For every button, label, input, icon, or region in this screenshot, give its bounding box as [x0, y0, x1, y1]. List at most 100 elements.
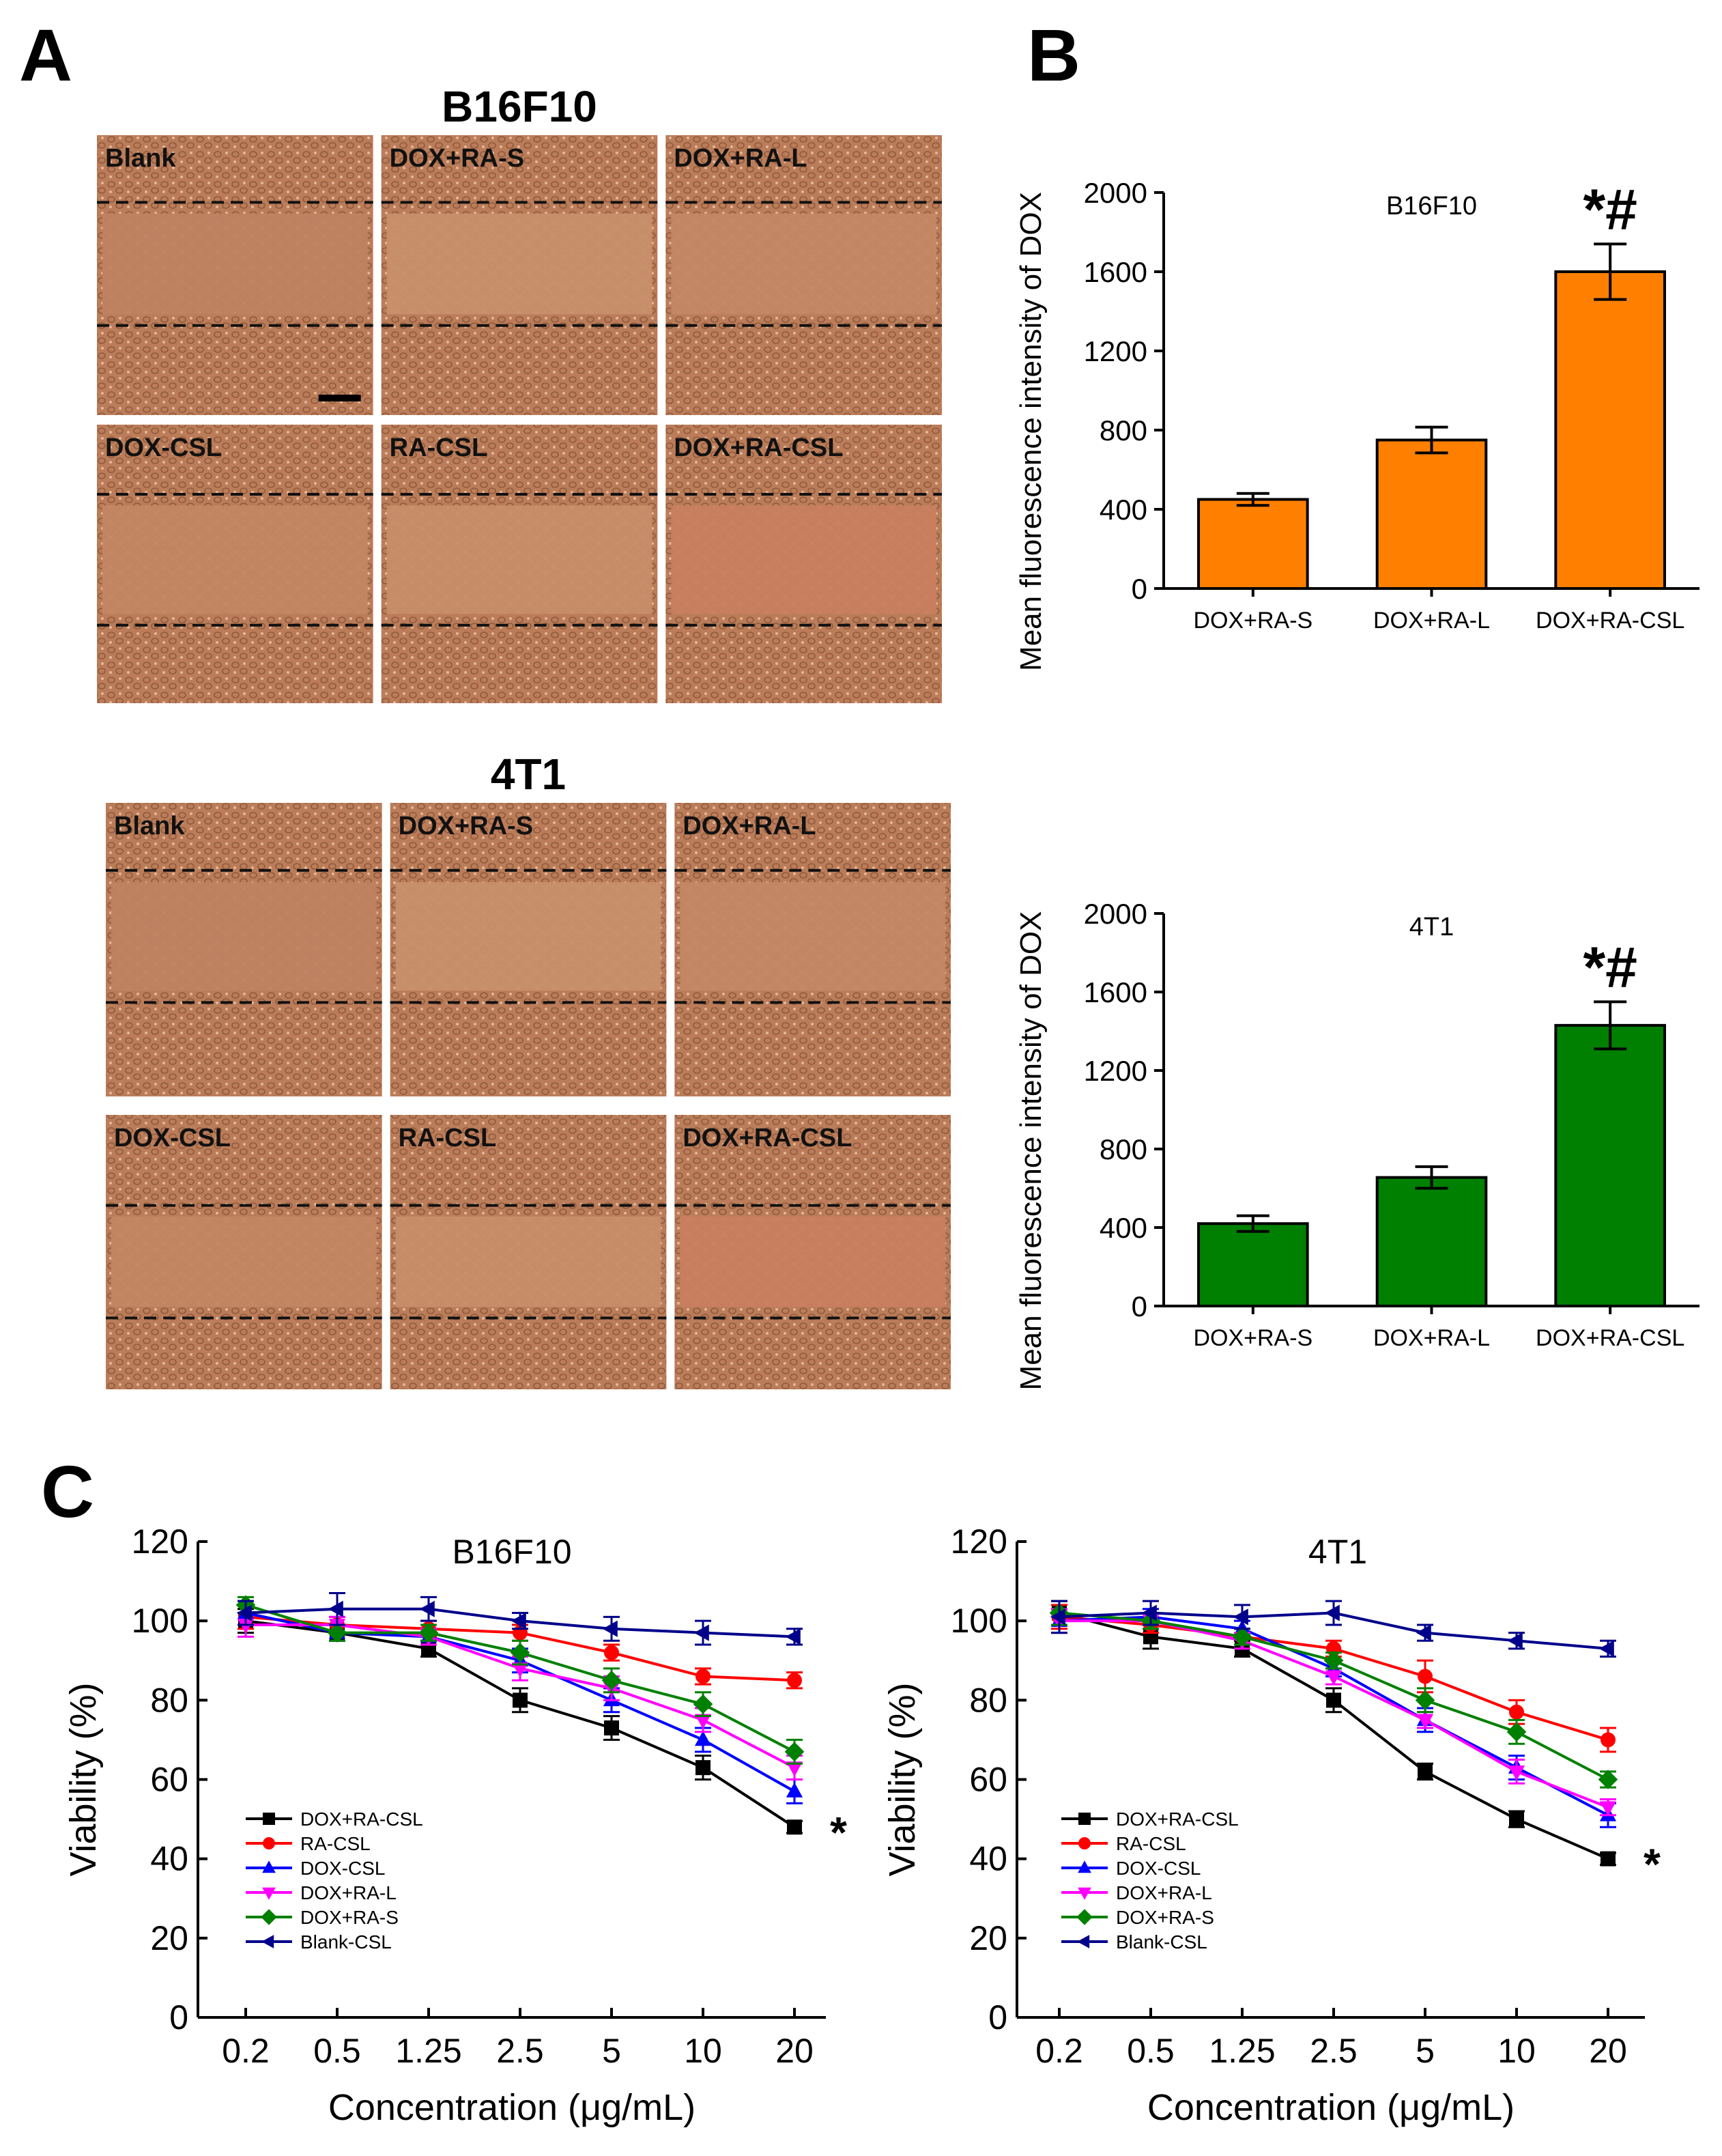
data-point [236, 1604, 252, 1621]
legend-label: DOX+RA-CSL [300, 1809, 423, 1830]
data-point [1324, 1604, 1340, 1621]
data-point [1601, 1732, 1616, 1748]
y-tick-label: 800 [1100, 414, 1147, 446]
legend-label: Blank-CSL [300, 1931, 392, 1953]
micrograph-group-title: 4T1 [491, 750, 566, 799]
y-axis-label: Mean fluorescence intensity of DOX [1014, 911, 1048, 1391]
chart-title: 4T1 [1409, 913, 1454, 941]
bar [1375, 1176, 1488, 1307]
x-tick-label: DOX+RA-CSL [1536, 608, 1684, 634]
micrograph-label: Blank [105, 144, 176, 173]
x-tick-label: 0.2 [1035, 2032, 1083, 2070]
y-tick-label: 100 [951, 1602, 1007, 1640]
micrograph-wound-gap [386, 505, 652, 614]
micrograph-label: DOX+RA-S [390, 144, 524, 173]
y-tick-label: 0 [169, 1998, 188, 2037]
y-tick-label: 120 [132, 1522, 188, 1561]
significance-marker: * [830, 1808, 847, 1857]
data-point [1508, 1765, 1525, 1781]
data-point [510, 1643, 530, 1662]
y-tick-label: 20 [969, 1919, 1007, 1957]
data-point [328, 1600, 343, 1617]
micrograph-wound-gap [680, 1216, 945, 1307]
data-point [786, 1761, 803, 1777]
data-point [511, 1662, 529, 1678]
panel-label-a: A [19, 14, 72, 96]
data-point [1416, 1624, 1431, 1641]
x-tick-label: 0.2 [222, 2032, 270, 2070]
significance-marker: *# [1583, 935, 1637, 999]
data-point [784, 1742, 805, 1762]
legend-marker [262, 1860, 276, 1873]
y-tick-label: 0 [1132, 1290, 1147, 1322]
data-point [1418, 1763, 1433, 1779]
data-point [695, 1669, 711, 1684]
micrograph-label: DOX+RA-L [674, 144, 807, 173]
data-point [787, 1819, 802, 1835]
data-point [604, 1720, 619, 1735]
y-tick-label: 0 [1132, 573, 1147, 605]
micrograph-label: DOX-CSL [105, 434, 222, 462]
panel-label-b: B [1027, 14, 1080, 96]
legend-marker [1078, 1813, 1091, 1825]
y-tick-label: 400 [1100, 494, 1147, 526]
data-point [1323, 1650, 1344, 1671]
x-tick-label: 20 [1589, 2032, 1627, 2070]
bar-chart-b16f10: 0 400 800 1200 1600 2000 DOX+RA-S DOX+RA-L DOX+R… [1014, 177, 1699, 671]
data-point [786, 1782, 803, 1798]
y-tick-label: 1600 [1084, 976, 1147, 1008]
x-tick-label: 10 [684, 2032, 722, 2070]
line-chart-b16f10: 0 20 40 60 80 100 120 0.2 0.5 1.25 2.5 5 10 20 DOX+RA-… [63, 1522, 847, 2128]
data-point [1509, 1704, 1524, 1720]
micrograph-wound-gap [111, 882, 377, 991]
legend-marker [1077, 1935, 1090, 1948]
data-point [1507, 1632, 1523, 1649]
data-point [601, 1670, 622, 1690]
scale-bar [318, 395, 361, 401]
y-axis-label: Viability (%) [882, 1682, 923, 1876]
y-tick-label: 60 [969, 1761, 1007, 1799]
micrograph-group-title: B16F10 [442, 82, 597, 131]
legend-label: DOX-CSL [300, 1858, 385, 1879]
legend-label: DOX+RA-L [1116, 1882, 1212, 1903]
y-tick-label: 100 [132, 1602, 188, 1640]
y-tick-label: 2000 [1084, 898, 1147, 930]
data-point [1415, 1690, 1435, 1710]
y-tick-label: 0 [988, 1998, 1007, 2037]
line-chart-4t1: 0 20 40 60 80 100 120 0.2 0.5 1.25 2.5 5 10 20 DOX+RA-… [882, 1522, 1661, 2128]
significance-marker: * [1644, 1840, 1661, 1889]
bar [1554, 1023, 1666, 1307]
bar [1197, 1222, 1309, 1307]
data-point [1418, 1669, 1433, 1684]
x-tick-label: 0.5 [1127, 2032, 1175, 2070]
legend-marker [1078, 1860, 1091, 1873]
legend-marker [263, 1837, 275, 1849]
data-point [1506, 1722, 1527, 1742]
data-point [602, 1620, 618, 1637]
bar [1197, 498, 1309, 590]
data-point [237, 1619, 255, 1634]
legend-marker [261, 1935, 274, 1948]
x-tick-label: 1.25 [395, 2032, 461, 2070]
legend-marker [263, 1813, 275, 1825]
x-tick-label: 2.5 [496, 2032, 544, 2070]
legend-marker [262, 1887, 276, 1900]
legend-label: DOX-CSL [1116, 1858, 1201, 1879]
y-axis-label: Mean fluorescence intensity of DOX [1014, 192, 1048, 671]
data-point [604, 1645, 619, 1660]
micrograph-label: RA-CSL [399, 1124, 497, 1152]
data-point [695, 1760, 711, 1776]
micrograph-wound-gap [102, 213, 368, 315]
data-point [1598, 1640, 1614, 1657]
micrograph-wound-gap [680, 882, 945, 991]
data-point [511, 1613, 526, 1630]
legend-label: DOX+RA-CSL [1116, 1809, 1239, 1830]
data-point [419, 1600, 435, 1617]
legend-marker [1078, 1887, 1091, 1900]
y-tick-label: 40 [969, 1840, 1007, 1878]
bar-chart-4t1: 0 400 800 1200 1600 2000 DOX+RA-S DOX+RA-L DOX+R… [1014, 898, 1699, 1390]
data-point [1050, 1608, 1065, 1626]
bar [1554, 270, 1666, 590]
y-tick-label: 2000 [1084, 177, 1147, 209]
